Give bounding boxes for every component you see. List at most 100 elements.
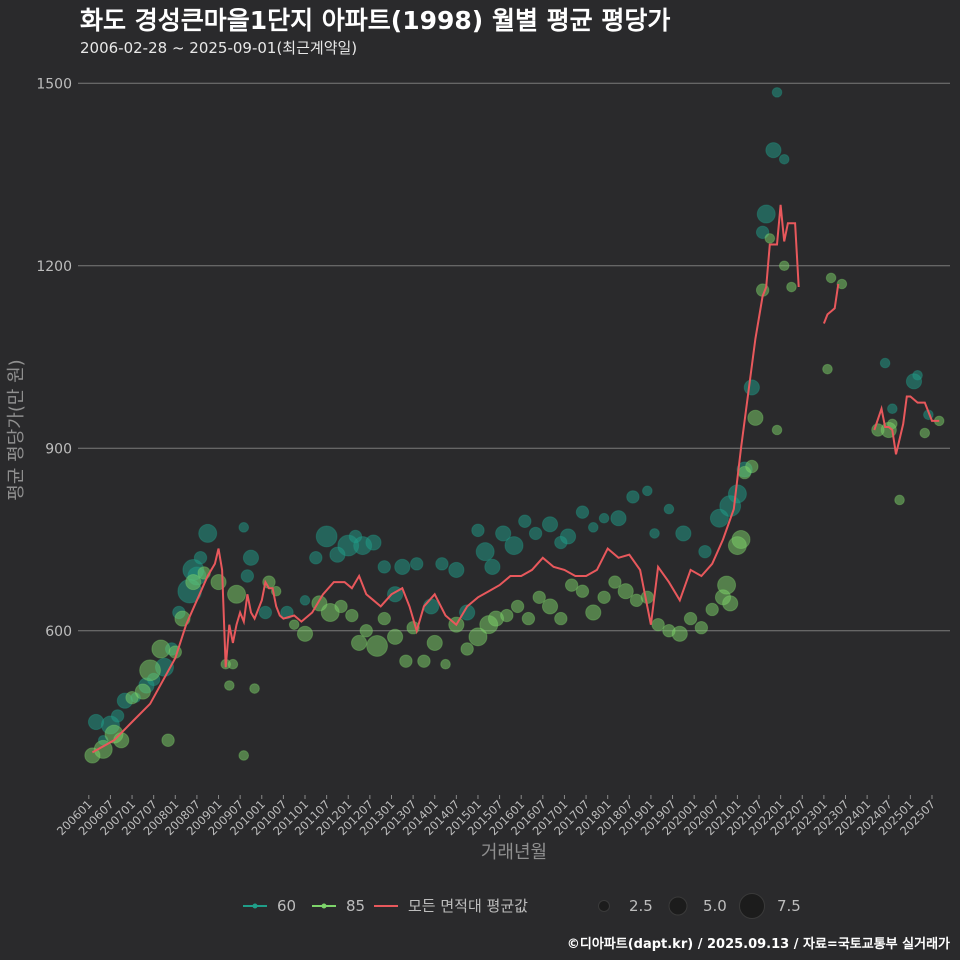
point-85 bbox=[747, 409, 764, 426]
point-60 bbox=[756, 204, 776, 224]
point-85 bbox=[238, 750, 250, 761]
point-60 bbox=[423, 598, 440, 615]
legend-key-dot bbox=[321, 903, 327, 909]
point-85 bbox=[887, 418, 898, 430]
point-85 bbox=[778, 260, 790, 272]
point-60 bbox=[912, 369, 923, 381]
legend-size-label: 2.5 bbox=[629, 897, 653, 915]
chart-subtitle: 2006-02-28 ~ 2025-09-01(최근계약일) bbox=[80, 39, 357, 57]
point-60 bbox=[365, 534, 382, 551]
point-60 bbox=[663, 503, 675, 515]
legend-size-label: 7.5 bbox=[777, 897, 801, 915]
point-60 bbox=[495, 525, 512, 542]
legend-size-circle bbox=[598, 900, 610, 912]
point-85 bbox=[113, 732, 130, 749]
average-line-segment bbox=[873, 395, 940, 455]
point-60 bbox=[541, 516, 559, 533]
point-85 bbox=[541, 598, 559, 615]
point-60 bbox=[471, 523, 485, 538]
point-85 bbox=[825, 272, 837, 284]
point-85 bbox=[694, 621, 709, 635]
point-60 bbox=[242, 549, 260, 566]
point-85 bbox=[161, 733, 175, 747]
point-85 bbox=[617, 583, 634, 600]
y-tick-label: 1200 bbox=[36, 259, 72, 275]
point-60 bbox=[110, 709, 125, 723]
point-85 bbox=[510, 599, 525, 614]
point-60 bbox=[240, 569, 255, 583]
point-85 bbox=[288, 619, 300, 630]
point-85 bbox=[651, 617, 665, 632]
point-60 bbox=[504, 536, 524, 556]
point-60 bbox=[377, 560, 391, 574]
point-85 bbox=[836, 278, 848, 290]
point-60 bbox=[198, 523, 218, 543]
point-85 bbox=[224, 680, 235, 691]
point-85 bbox=[296, 625, 314, 642]
point-60 bbox=[598, 512, 610, 524]
point-85 bbox=[359, 624, 373, 638]
point-85 bbox=[151, 639, 171, 659]
point-60 bbox=[448, 561, 465, 579]
point-85 bbox=[440, 658, 451, 670]
point-85 bbox=[249, 683, 260, 694]
x-axis-ticks: 2006012006072007012007072008012008072009… bbox=[54, 795, 938, 838]
point-85 bbox=[575, 584, 590, 598]
point-85 bbox=[554, 611, 568, 626]
point-60 bbox=[435, 557, 449, 571]
legend-size-circle bbox=[739, 893, 765, 919]
point-85 bbox=[771, 424, 783, 436]
point-85 bbox=[597, 590, 611, 604]
point-85 bbox=[585, 604, 602, 621]
chart-title: 화도 경성큰마을1단지 아파트(1998) 월별 평균 평당가 bbox=[80, 6, 670, 35]
point-60 bbox=[394, 558, 411, 575]
point-85 bbox=[608, 575, 622, 589]
point-60 bbox=[879, 357, 891, 369]
point-60 bbox=[698, 544, 712, 559]
y-tick-label: 900 bbox=[45, 441, 72, 457]
point-60 bbox=[727, 484, 747, 504]
point-85 bbox=[894, 494, 905, 506]
point-60 bbox=[559, 528, 577, 545]
legend-label: 모든 면적대 평균값 bbox=[408, 897, 528, 915]
point-85 bbox=[521, 611, 536, 626]
point-60 bbox=[484, 558, 501, 575]
point-85 bbox=[125, 690, 139, 705]
legend-label: 60 bbox=[277, 897, 296, 915]
point-85 bbox=[377, 611, 391, 626]
average-line bbox=[91, 204, 940, 754]
point-60 bbox=[778, 153, 790, 165]
point-60 bbox=[771, 87, 783, 98]
point-60 bbox=[755, 225, 770, 239]
point-85 bbox=[500, 608, 514, 623]
point-60 bbox=[459, 604, 476, 621]
point-85 bbox=[532, 590, 546, 604]
point-85 bbox=[320, 603, 340, 622]
point-60 bbox=[649, 528, 660, 539]
point-60 bbox=[610, 510, 627, 527]
point-85 bbox=[134, 683, 151, 700]
point-85 bbox=[386, 628, 404, 645]
point-85 bbox=[717, 575, 737, 595]
average-line-segment bbox=[91, 204, 800, 754]
point-60 bbox=[258, 605, 273, 620]
point-85 bbox=[671, 625, 688, 642]
legend: 60 85 모든 면적대 평균값 2.5 5.0 7.5 bbox=[243, 893, 801, 919]
point-85 bbox=[334, 599, 348, 614]
point-60 bbox=[528, 526, 543, 541]
point-60 bbox=[887, 403, 898, 415]
point-85 bbox=[227, 584, 247, 604]
y-tick-label: 1500 bbox=[36, 76, 72, 92]
point-85 bbox=[350, 634, 368, 652]
average-line-segment bbox=[822, 283, 840, 324]
point-60 bbox=[765, 142, 782, 159]
legend-key-dot bbox=[252, 903, 258, 909]
point-85 bbox=[345, 608, 359, 623]
point-85 bbox=[564, 578, 579, 592]
point-85 bbox=[139, 659, 161, 682]
point-85 bbox=[366, 635, 388, 657]
point-60 bbox=[309, 551, 323, 565]
point-85 bbox=[185, 573, 202, 591]
point-85 bbox=[399, 654, 413, 668]
